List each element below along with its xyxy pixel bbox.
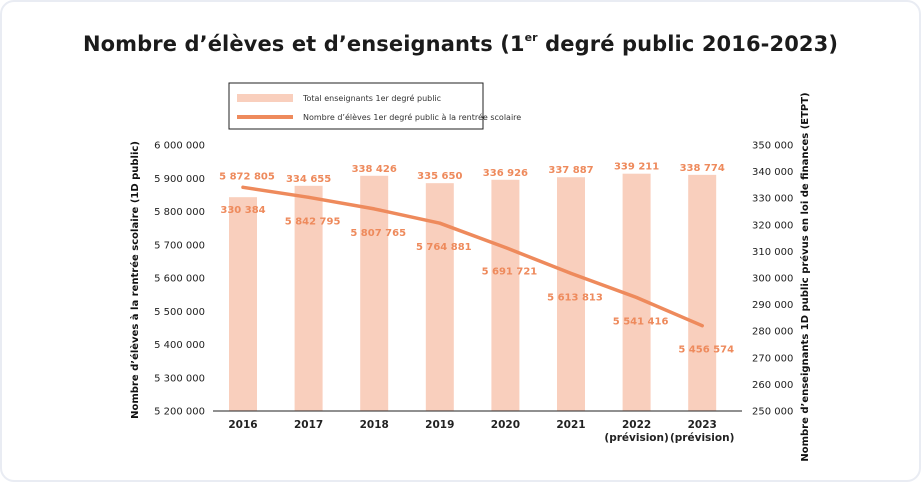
bar-value-label: 330 384 <box>220 205 265 216</box>
right-axis-ticks: 250 000 260 000 270 000 280 000 290 000 300 0… <box>752 141 793 418</box>
bar <box>688 174 717 411</box>
line-point <box>569 271 573 275</box>
left-tick-label: 5 400 000 <box>154 340 205 351</box>
bar-value-label: 336 926 <box>483 168 528 179</box>
x-tick-label: 2022 <box>622 419 651 431</box>
line-value-label: 5 764 881 <box>416 242 472 253</box>
bar-value-label: 339 211 <box>614 162 659 173</box>
bar-series <box>229 173 717 411</box>
legend-line-label: Nombre d’élèves 1er degré public à la re… <box>303 112 521 122</box>
bar-value-label: 338 426 <box>352 164 397 175</box>
left-tick-label: 5 300 000 <box>154 373 205 384</box>
right-tick-label: 330 000 <box>752 194 793 205</box>
left-tick-label: 6 000 000 <box>154 141 205 152</box>
bar-data-labels: 330 384 334 655 338 426 335 650 336 926 337 8… <box>220 162 724 216</box>
x-tick-sublabel: (prévision) <box>670 432 734 444</box>
line-point <box>438 221 442 225</box>
line-value-label: 5 613 813 <box>547 292 603 303</box>
x-tick-label: 2019 <box>425 419 454 431</box>
line-value-label: 5 872 805 <box>219 171 275 182</box>
x-tick-label: 2021 <box>556 419 585 431</box>
x-tick-label: 2016 <box>228 419 257 431</box>
legend-bar-swatch <box>237 94 293 102</box>
line-point <box>307 195 311 199</box>
right-tick-label: 250 000 <box>752 407 793 418</box>
right-tick-label: 300 000 <box>752 274 793 285</box>
line-value-label: 5 541 416 <box>613 316 669 327</box>
x-axis-ticks: 2016 2017 2018 2019 2020 2021 2022(prévision)2… <box>228 419 734 444</box>
bar-value-label: 337 887 <box>548 165 593 176</box>
line-point <box>635 295 639 299</box>
students-line <box>241 185 704 328</box>
line-value-label: 5 456 574 <box>678 345 734 356</box>
bar <box>294 185 323 411</box>
line-point <box>372 207 376 211</box>
bar <box>229 197 257 411</box>
left-axis-ticks: 5 200 000 5 300 000 5 400 000 5 500 000 5 60… <box>154 141 205 418</box>
left-tick-label: 5 500 000 <box>154 307 205 318</box>
legend-bars-label: Total enseignants 1er degré public <box>302 93 441 103</box>
chart-title-suffix: degré public 2016-2023) <box>537 32 839 56</box>
right-tick-label: 350 000 <box>752 141 793 152</box>
x-tick-label: 2017 <box>294 419 323 431</box>
bar <box>360 175 389 411</box>
bar <box>491 179 520 411</box>
right-axis-title: Nombre d’enseignants 1D public prévus en… <box>799 92 811 461</box>
right-tick-label: 290 000 <box>752 300 793 311</box>
right-tick-label: 280 000 <box>752 327 793 338</box>
right-tick-label: 270 000 <box>752 353 793 364</box>
x-tick-label: 2020 <box>491 419 520 431</box>
legend: Total enseignants 1er degré public Nombr… <box>228 82 521 130</box>
line-value-label: 5 842 795 <box>285 216 341 227</box>
chart-title: Nombre d’élèves et d’enseignants (1er de… <box>0 31 921 56</box>
right-tick-label: 310 000 <box>752 247 793 258</box>
left-tick-label: 5 600 000 <box>154 274 205 285</box>
left-tick-label: 5 200 000 <box>154 407 205 418</box>
line-point <box>241 185 245 189</box>
x-tick-sublabel: (prévision) <box>604 432 668 444</box>
left-tick-label: 5 900 000 <box>154 174 205 185</box>
bar-value-label: 338 774 <box>680 163 725 174</box>
left-axis-title: Nombre d’élèves à la rentrée scolaire (1… <box>129 141 141 419</box>
line-point <box>700 324 704 328</box>
legend-box <box>228 82 484 130</box>
bar <box>557 177 585 411</box>
chart-title-prefix: Nombre d’élèves et d’enseignants (1 <box>82 32 525 56</box>
line-data-labels: 5 872 805 5 842 795 5 807 765 5 764 881 5 69… <box>219 171 734 355</box>
x-tick-label: 2023 <box>688 419 717 431</box>
line-value-label: 5 807 765 <box>350 228 406 239</box>
left-tick-label: 5 700 000 <box>154 240 205 251</box>
right-tick-label: 340 000 <box>752 167 793 178</box>
chart-title-superscript: er <box>524 31 538 44</box>
line-point <box>503 246 507 250</box>
bar-value-label: 334 655 <box>286 174 331 185</box>
bar <box>425 183 454 411</box>
right-tick-label: 320 000 <box>752 220 793 231</box>
right-tick-label: 260 000 <box>752 380 793 391</box>
x-tick-label: 2018 <box>360 419 389 431</box>
bar-value-label: 335 650 <box>417 171 462 182</box>
left-tick-label: 5 800 000 <box>154 207 205 218</box>
line-value-label: 5 691 721 <box>482 267 538 278</box>
line-points <box>241 185 704 328</box>
